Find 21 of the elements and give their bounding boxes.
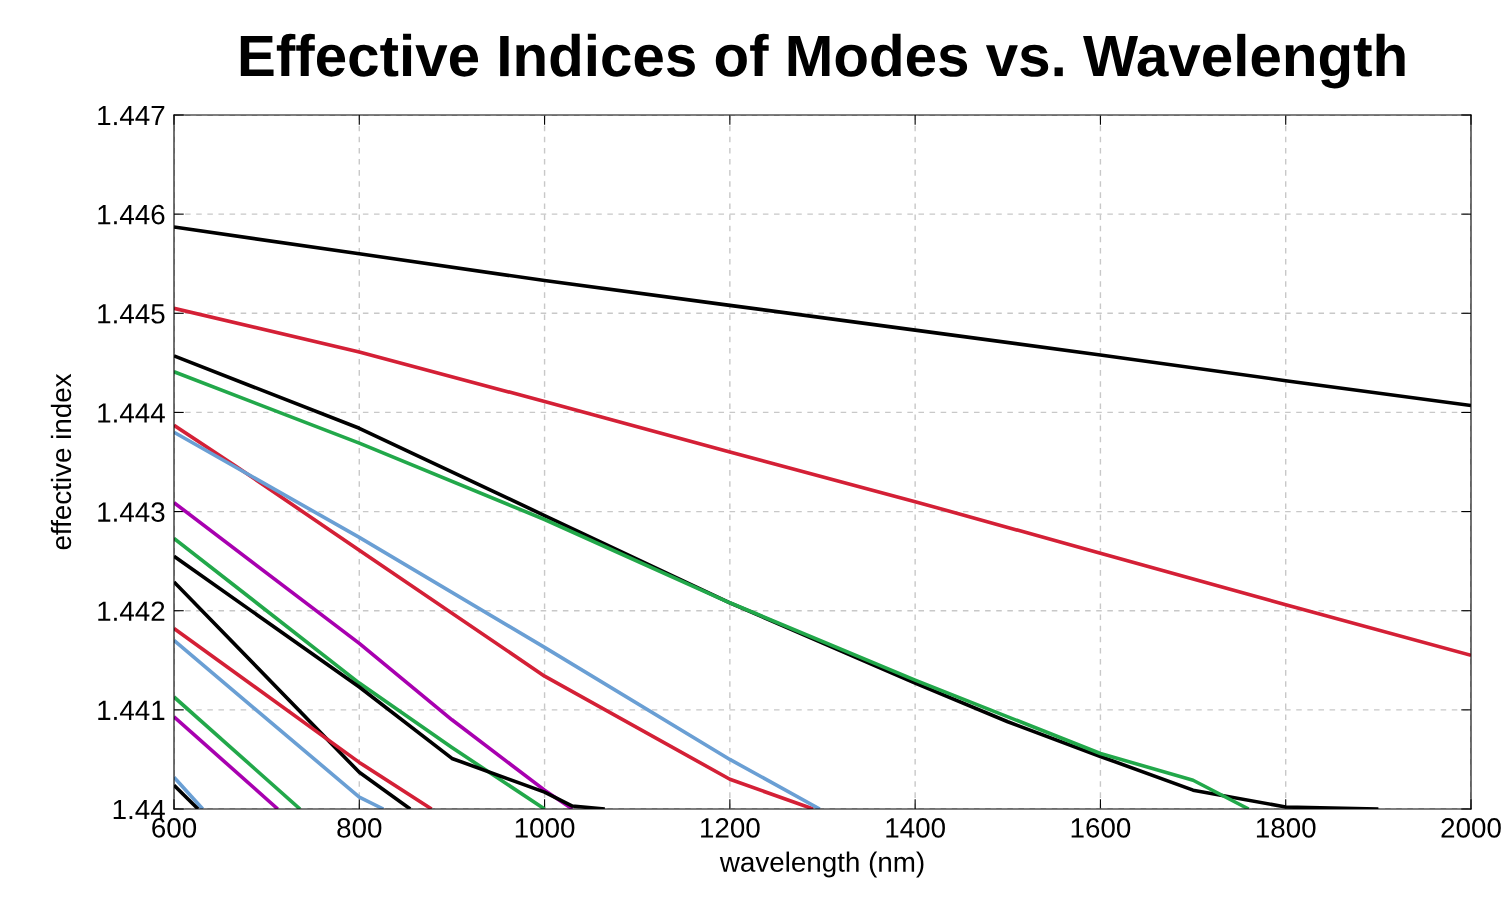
x-tick-label: 800: [337, 818, 382, 838]
chart-title: Effective Indices of Modes vs. Wavelength: [240, 33, 1405, 89]
x-tick-label: 1800: [1256, 818, 1316, 838]
y-tick-label: 1.442: [98, 601, 165, 621]
x-tick-label: 1000: [515, 818, 575, 838]
x-tick-label: 1400: [886, 818, 945, 838]
y-tick-label: 1.44: [113, 799, 165, 820]
line-series: [174, 306, 1471, 658]
x-axis-title: wavelength (nm): [719, 851, 924, 878]
y-tick-label: 1.441: [98, 700, 165, 720]
x-tick-label: 600: [152, 818, 197, 838]
line-series: [174, 536, 547, 809]
x-tick-label: 1200: [701, 818, 760, 838]
y-tick-label: 1.445: [98, 304, 165, 324]
x-tick-label: 2000: [1441, 818, 1501, 838]
y-tick-label: 1.443: [98, 502, 165, 522]
y-tick-label: 1.444: [98, 403, 165, 423]
y-tick-label: 1.447: [98, 105, 165, 126]
y-axis-title: effective index: [50, 373, 72, 550]
x-tick-label: 1600: [1071, 818, 1131, 838]
y-tick-label: 1.446: [98, 204, 165, 225]
